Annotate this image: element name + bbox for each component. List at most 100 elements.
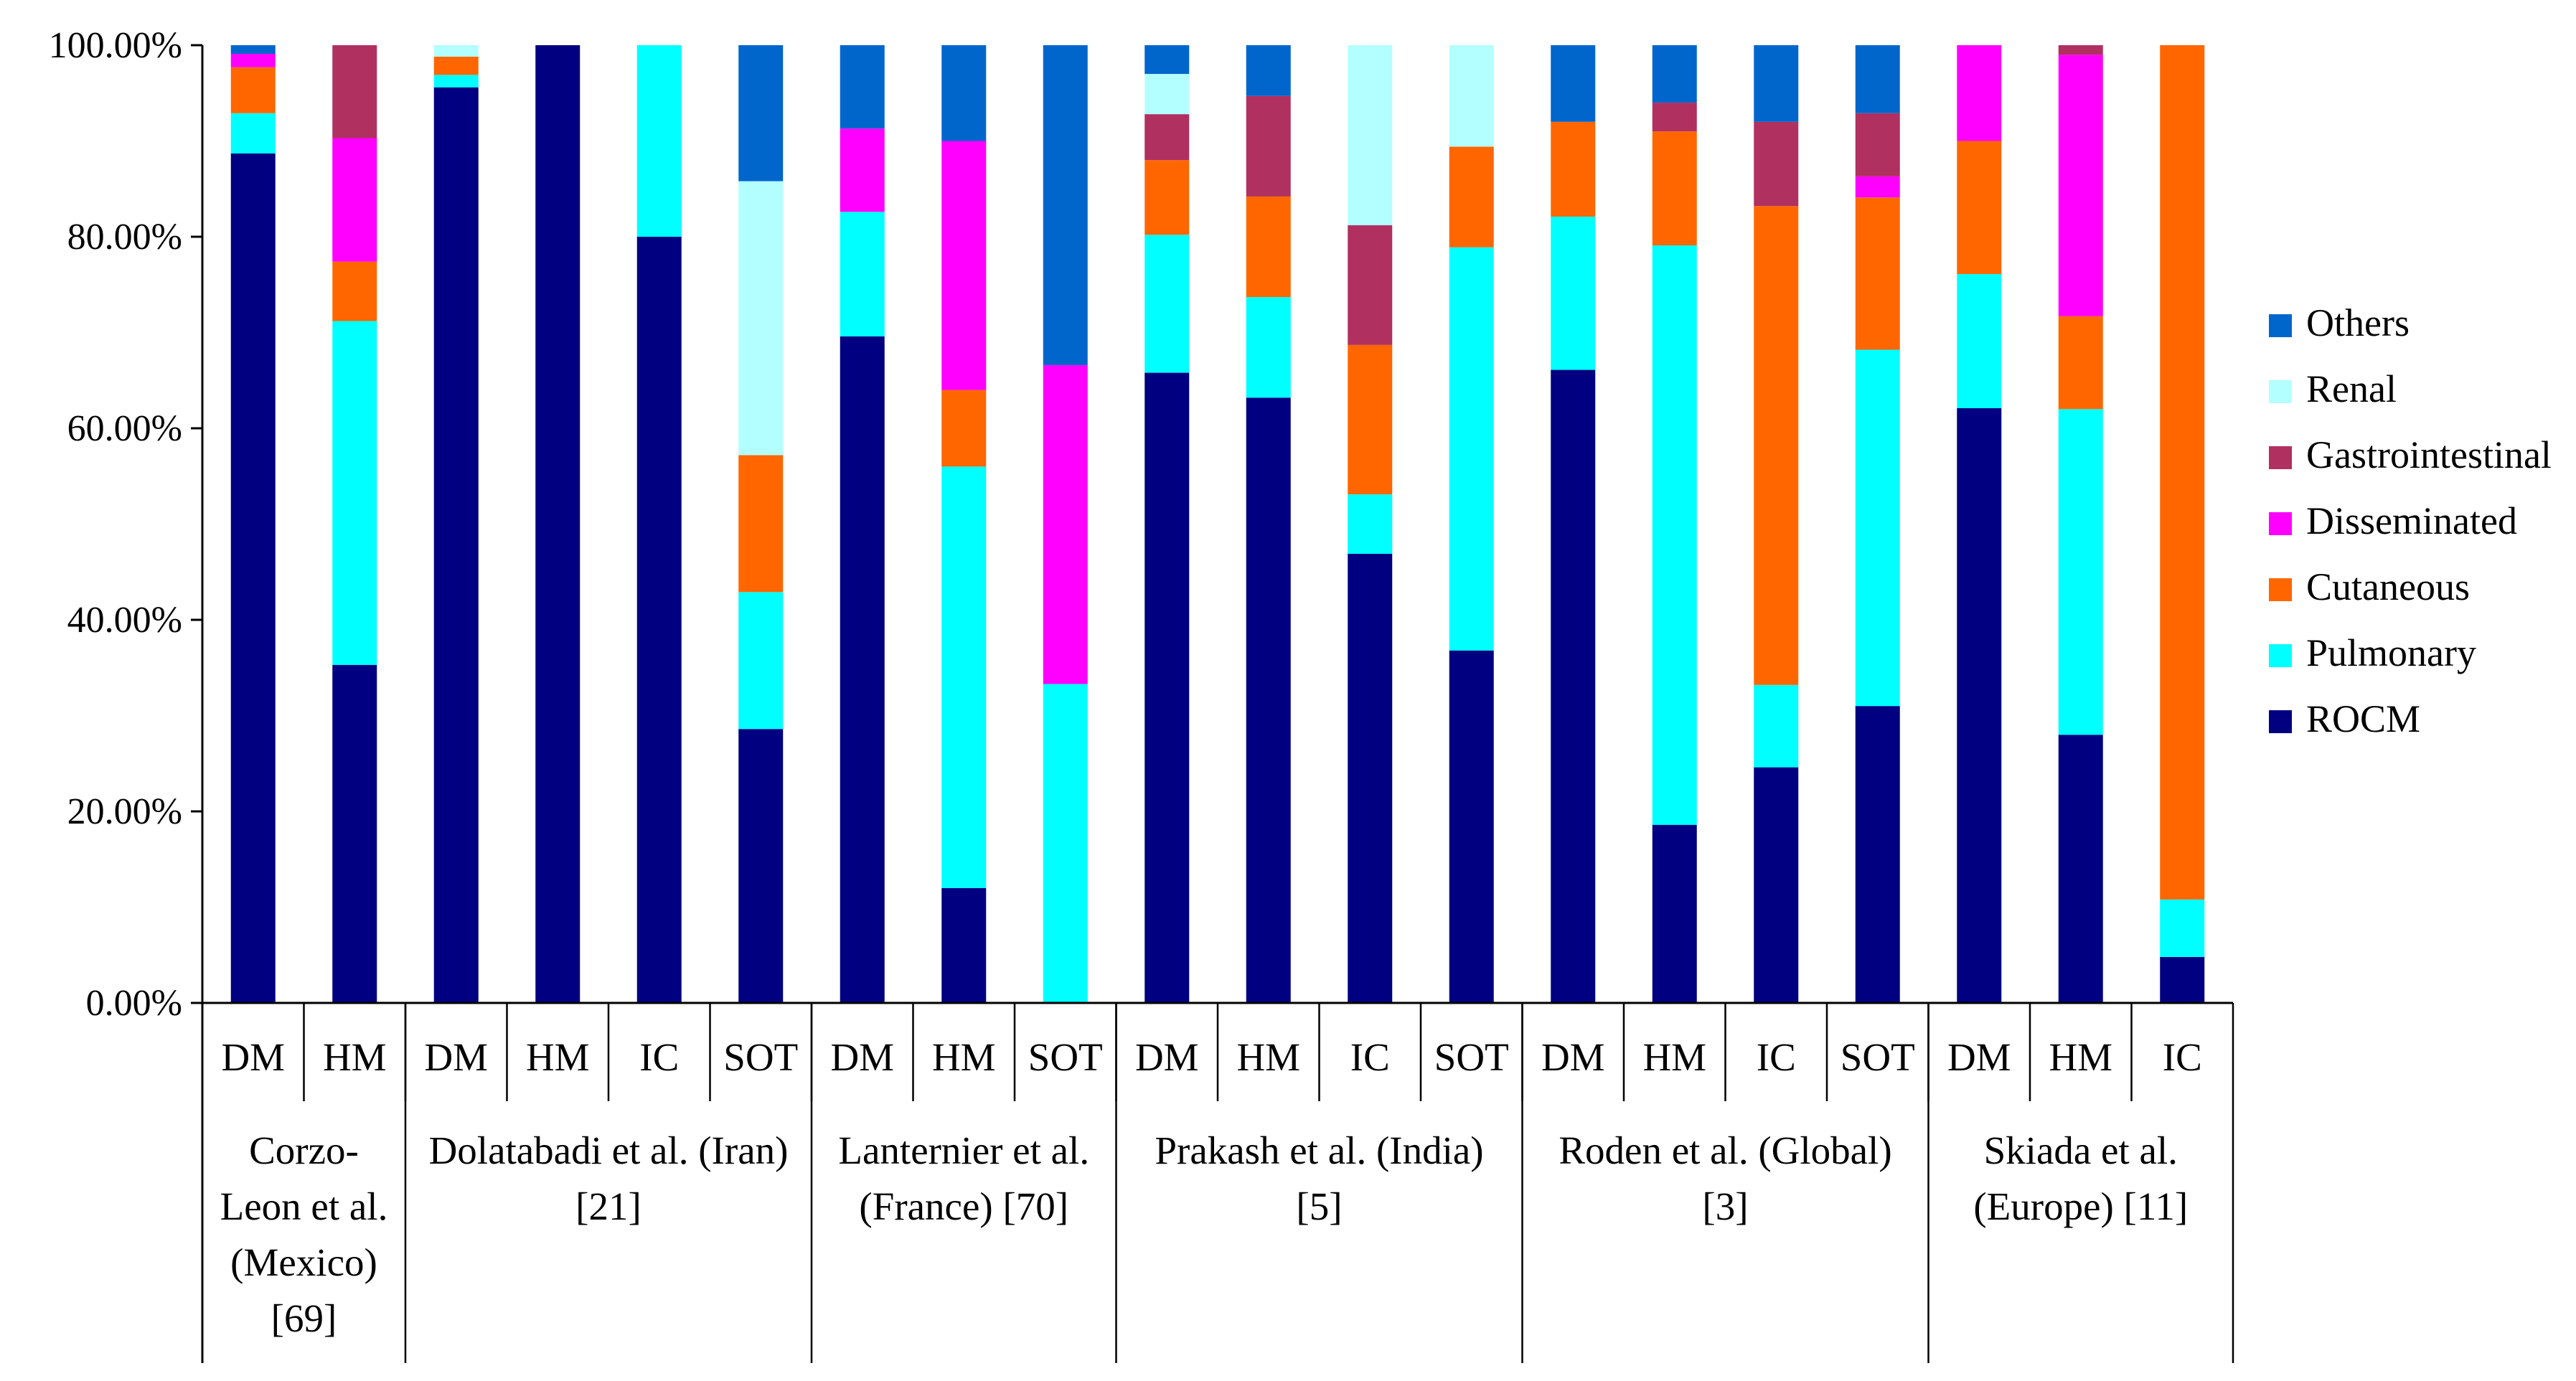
bar-segment-cutaneous-g1-dm xyxy=(230,67,276,113)
y-tick-label-60: 60.00% xyxy=(67,408,182,449)
bar-segment-cutaneous-g2-sot xyxy=(738,455,784,593)
bar-segment-pulmonary-g5-sot xyxy=(1855,349,1900,707)
legend-label-gastrointestinal: Gastrointestinal xyxy=(2306,433,2552,476)
bar-segment-renal-g4-sot xyxy=(1449,45,1494,147)
bar-segment-renal-g4-dm xyxy=(1144,74,1190,115)
bar-segment-cutaneous-g5-dm xyxy=(1551,121,1596,217)
group-label-2-line-2: [21] xyxy=(575,1184,641,1228)
bar-segment-disseminated-g3-hm xyxy=(941,141,987,390)
bar-segment-others-g2-sot xyxy=(738,45,784,182)
bar-segment-cutaneous-g5-sot xyxy=(1855,197,1900,350)
bar-segment-gastrointestinal-g4-ic xyxy=(1348,225,1393,345)
legend-label-cutaneous: Cutaneous xyxy=(2306,565,2470,608)
bar-segment-disseminated-g5-sot xyxy=(1855,176,1900,198)
legend-swatch-others xyxy=(2269,314,2292,337)
bar-segment-pulmonary-g2-dm xyxy=(433,75,479,88)
bar-segment-rocm-g6-hm xyxy=(2058,735,2103,1003)
bar-segment-rocm-g4-sot xyxy=(1449,650,1494,1003)
bar-segment-rocm-g2-hm xyxy=(535,45,580,1003)
bar-segment-cutaneous-g2-dm xyxy=(433,57,479,75)
bar-segment-pulmonary-g5-ic xyxy=(1754,684,1799,768)
bar-segment-renal-g2-sot xyxy=(738,181,784,456)
category-label-g4-dm: DM xyxy=(1135,1035,1199,1079)
group-label-6-line-1: Skiada et al. xyxy=(1984,1128,2178,1172)
bar-segment-cutaneous-g6-ic xyxy=(2160,45,2205,900)
x-category-labels: DM HM DM HM IC SOT DM HM SOT DM HM IC SOT DM HM IC SOT DM… xyxy=(221,1035,2201,1079)
category-label-g3-sot: SOT xyxy=(1028,1035,1103,1079)
bar-segment-others-g4-hm xyxy=(1246,45,1291,96)
bar-segment-disseminated-g1-hm xyxy=(332,138,377,262)
bar-segment-pulmonary-g3-hm xyxy=(941,466,987,888)
bar-segment-cutaneous-g3-hm xyxy=(941,390,987,467)
category-label-g1-hm: HM xyxy=(323,1035,387,1079)
bar-segment-pulmonary-g6-dm xyxy=(1957,274,2002,408)
bar-segment-gastrointestinal-g4-dm xyxy=(1144,114,1190,161)
category-label-g4-ic: IC xyxy=(1350,1035,1390,1079)
legend-swatch-rocm xyxy=(2269,710,2292,733)
y-tick-label-40: 40.00% xyxy=(67,600,182,641)
y-tick-label-0: 0.00% xyxy=(86,983,182,1024)
bar-segment-gastrointestinal-g5-ic xyxy=(1754,121,1799,207)
bar-segment-rocm-g5-dm xyxy=(1551,369,1596,1003)
group-label-1-line-3: (Mexico) xyxy=(230,1240,377,1284)
bars-layer xyxy=(230,45,2205,1004)
legend: Others Renal Gastrointestinal Disseminated C… xyxy=(2269,301,2552,740)
bar-segment-rocm-g1-hm xyxy=(332,664,377,1003)
bar-segment-rocm-g2-dm xyxy=(433,87,479,1004)
legend-swatch-renal xyxy=(2269,380,2292,403)
category-label-g2-dm: DM xyxy=(424,1035,488,1079)
bar-segment-cutaneous-g1-hm xyxy=(332,261,377,321)
bar-segment-cutaneous-g6-dm xyxy=(1957,141,2002,275)
category-label-g6-dm: DM xyxy=(1947,1035,2011,1079)
legend-swatch-gastrointestinal xyxy=(2269,446,2292,469)
bar-segment-others-g5-hm xyxy=(1652,45,1697,103)
legend-swatch-disseminated xyxy=(2269,512,2292,535)
category-label-g3-dm: DM xyxy=(830,1035,894,1079)
bar-segment-pulmonary-g5-hm xyxy=(1652,245,1697,825)
y-tick-labels: 0.00% 20.00% 40.00% 60.00% 80.00% 100.00% xyxy=(49,25,182,1024)
bar-segment-others-g4-dm xyxy=(1144,45,1190,75)
group-label-4-line-2: [5] xyxy=(1296,1184,1342,1228)
bar-segment-others-g3-dm xyxy=(840,45,885,129)
bar-segment-gastrointestinal-g5-hm xyxy=(1652,103,1697,132)
bar-segment-others-g3-hm xyxy=(941,45,987,141)
bar-segment-disseminated-g3-dm xyxy=(840,128,885,212)
bar-segment-cutaneous-g4-ic xyxy=(1348,344,1393,495)
bar-segment-others-g1-dm xyxy=(230,45,276,55)
bar-segment-gastrointestinal-g4-hm xyxy=(1246,95,1291,197)
y-tick-label-20: 20.00% xyxy=(67,791,182,832)
axes-layer xyxy=(191,44,2234,1363)
bar-segment-pulmonary-g4-ic xyxy=(1348,494,1393,554)
bar-segment-others-g3-sot xyxy=(1043,45,1088,365)
bar-segment-cutaneous-g4-dm xyxy=(1144,160,1190,235)
legend-label-pulmonary: Pulmonary xyxy=(2306,631,2476,674)
bar-segment-pulmonary-g3-dm xyxy=(840,212,885,336)
category-label-g4-sot: SOT xyxy=(1434,1035,1509,1079)
group-label-1-line-4: [69] xyxy=(271,1296,337,1340)
bar-segment-disseminated-g6-dm xyxy=(1957,45,2002,141)
bar-segment-pulmonary-g2-sot xyxy=(738,592,784,730)
bar-segment-rocm-g5-sot xyxy=(1855,706,1900,1003)
category-label-g5-sot: SOT xyxy=(1841,1035,1915,1079)
bar-segment-pulmonary-g5-dm xyxy=(1551,216,1596,370)
bar-segment-gastrointestinal-g5-sot xyxy=(1855,113,1900,176)
category-label-g5-hm: HM xyxy=(1642,1035,1706,1079)
bar-segment-rocm-g1-dm xyxy=(230,153,276,1004)
bar-segment-disseminated-g3-sot xyxy=(1043,364,1088,684)
bar-segment-cutaneous-g4-sot xyxy=(1449,146,1494,248)
group-label-3-line-1: Lanternier et al. xyxy=(838,1128,1089,1172)
group-label-2-line-1: Dolatabadi et al. (Iran) xyxy=(429,1128,789,1172)
bar-segment-rocm-g2-ic xyxy=(636,237,682,1003)
bar-segment-rocm-g6-ic xyxy=(2160,956,2205,1003)
bar-segment-cutaneous-g5-ic xyxy=(1754,206,1799,685)
bar-segment-pulmonary-g4-dm xyxy=(1144,235,1190,373)
bar-segment-disseminated-g6-hm xyxy=(2058,55,2103,316)
bar-segment-cutaneous-g6-hm xyxy=(2058,316,2103,410)
category-label-g5-dm: DM xyxy=(1541,1035,1605,1079)
category-label-g2-ic: IC xyxy=(639,1035,679,1079)
group-labels: Corzo- Leon et al. (Mexico) [69] Dolatabadi … xyxy=(220,1128,2188,1340)
bar-segment-pulmonary-g4-hm xyxy=(1246,297,1291,398)
legend-swatch-pulmonary xyxy=(2269,644,2292,667)
y-tick-label-80: 80.00% xyxy=(67,217,182,258)
